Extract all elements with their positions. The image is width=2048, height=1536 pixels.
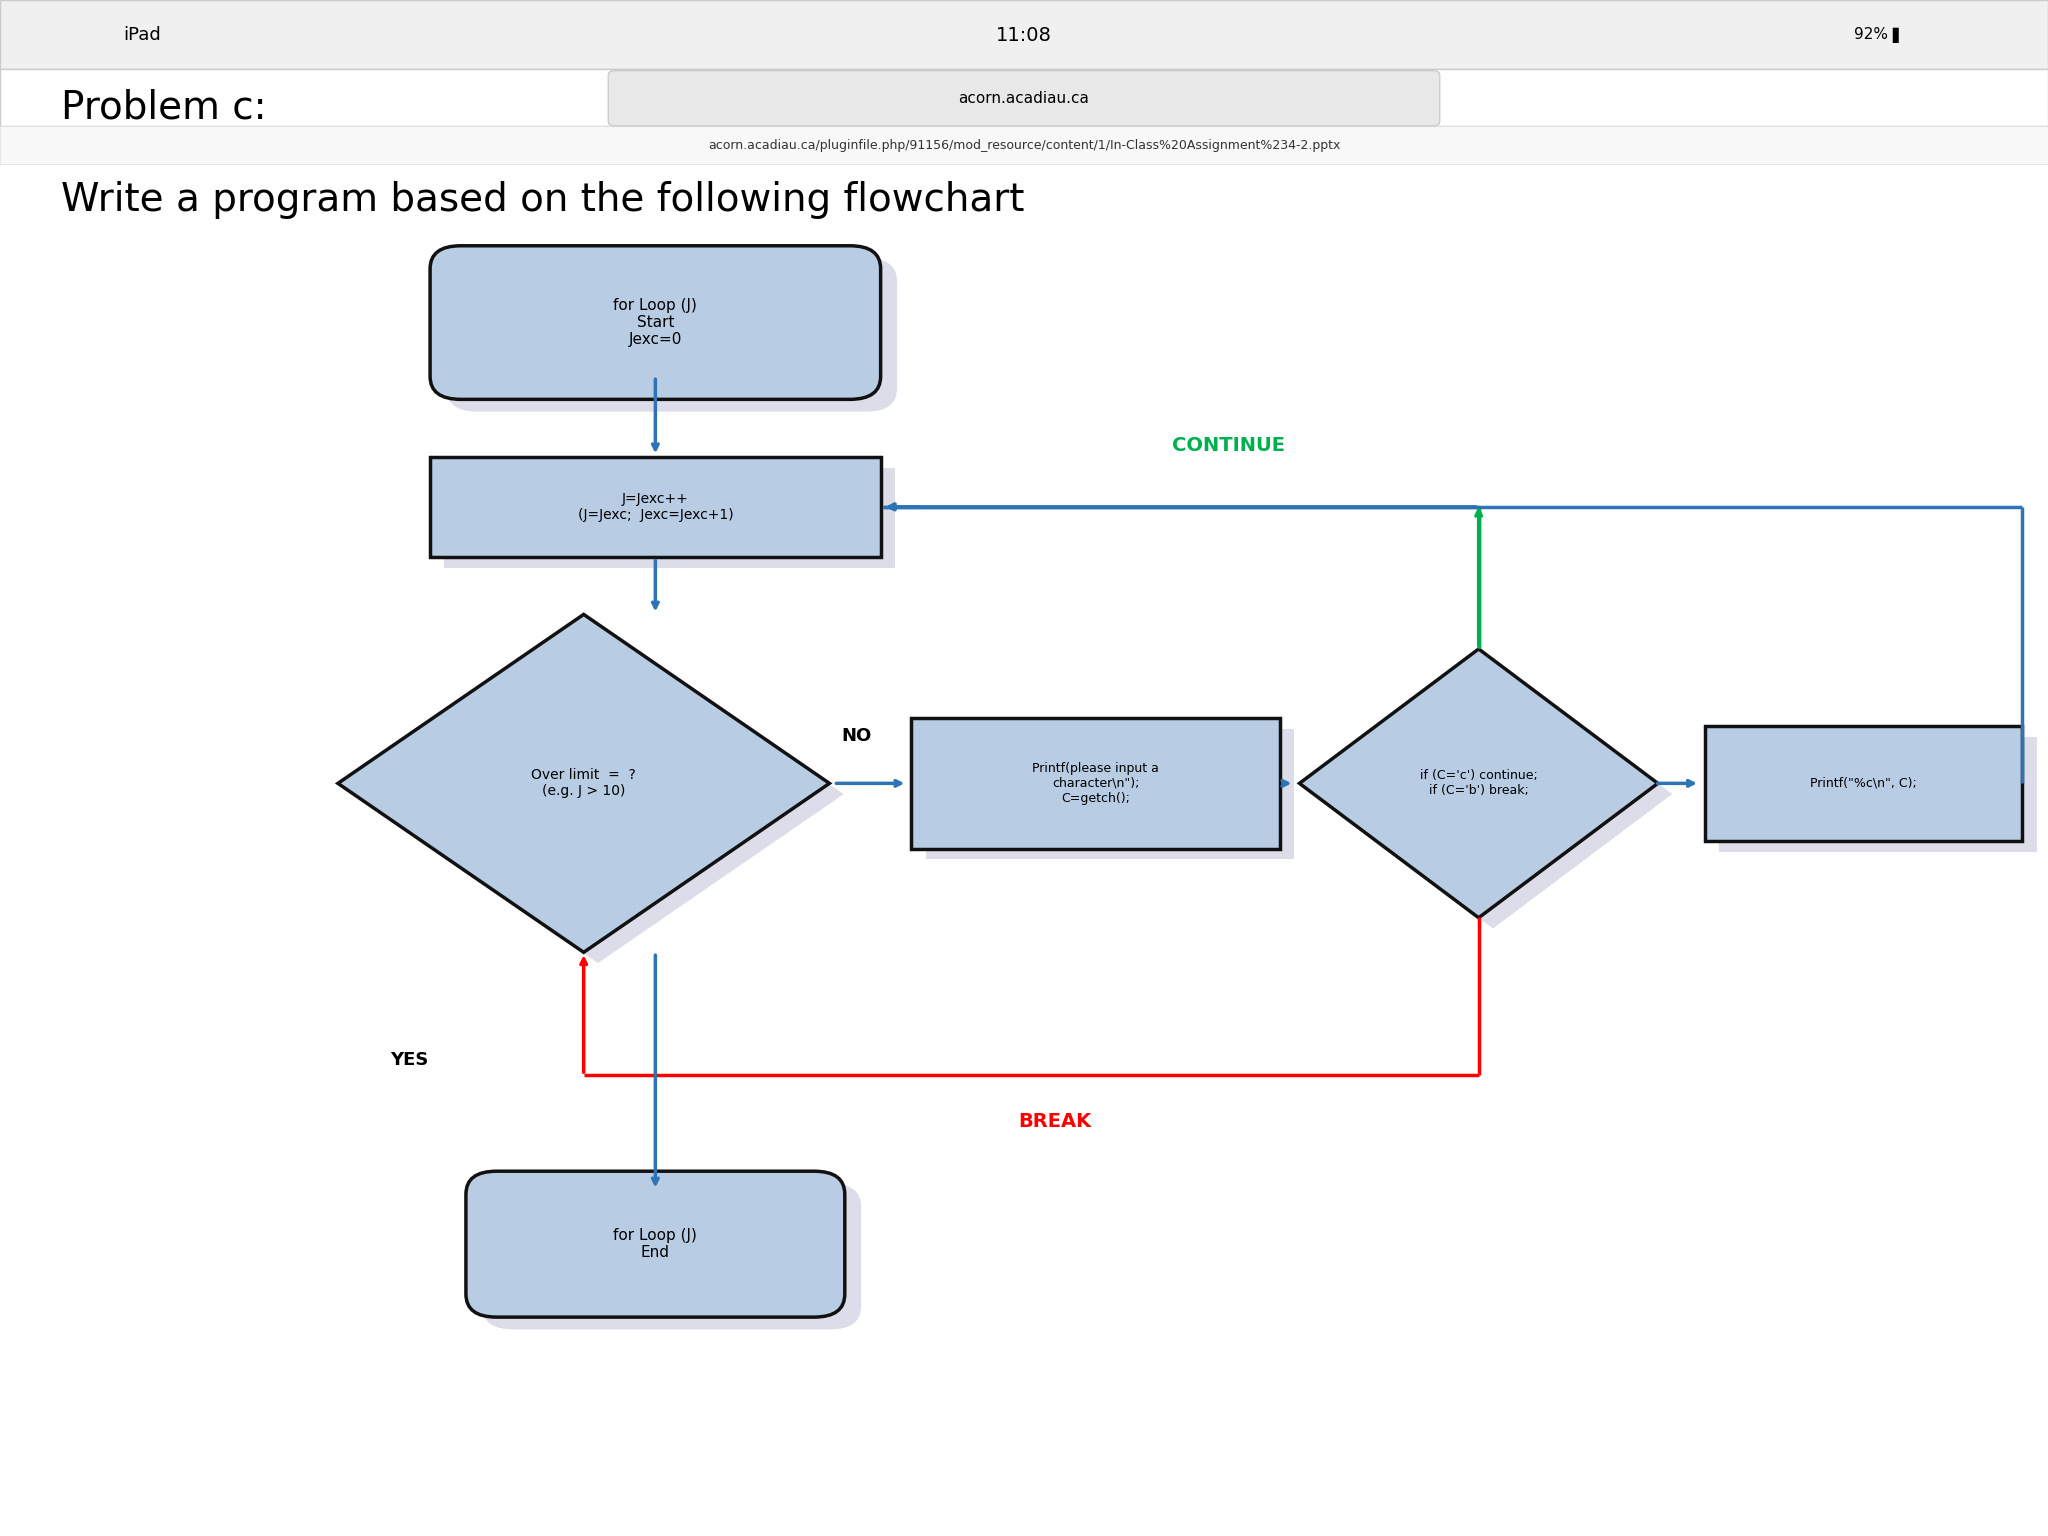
FancyBboxPatch shape bbox=[0, 0, 2048, 69]
Polygon shape bbox=[338, 614, 829, 952]
Text: if (C='c') continue;
if (C='b') break;: if (C='c') continue; if (C='b') break; bbox=[1419, 770, 1538, 797]
Polygon shape bbox=[1315, 660, 1671, 928]
FancyBboxPatch shape bbox=[911, 719, 1280, 848]
FancyBboxPatch shape bbox=[446, 258, 897, 412]
FancyBboxPatch shape bbox=[1720, 737, 2036, 851]
FancyBboxPatch shape bbox=[483, 1183, 860, 1329]
Text: CONTINUE: CONTINUE bbox=[1171, 436, 1286, 455]
Text: for Loop (J)
Start
Jexc=0: for Loop (J) Start Jexc=0 bbox=[614, 298, 696, 347]
Text: Printf(please input a
character\n");
C=getch();: Printf(please input a character\n"); C=g… bbox=[1032, 762, 1159, 805]
Polygon shape bbox=[352, 625, 844, 963]
FancyBboxPatch shape bbox=[465, 1170, 844, 1316]
FancyBboxPatch shape bbox=[0, 126, 2048, 164]
Text: Write a program based on the following flowchart: Write a program based on the following f… bbox=[61, 181, 1024, 218]
Text: 92% ▌: 92% ▌ bbox=[1853, 28, 1905, 43]
FancyBboxPatch shape bbox=[608, 71, 1440, 126]
Text: NO: NO bbox=[842, 727, 870, 745]
Text: acorn.acadiau.ca/pluginfile.php/91156/mod_resource/content/1/In-Class%20Assignme: acorn.acadiau.ca/pluginfile.php/91156/mo… bbox=[709, 140, 1339, 152]
FancyBboxPatch shape bbox=[430, 456, 881, 558]
Polygon shape bbox=[1298, 650, 1659, 919]
Text: BREAK: BREAK bbox=[1018, 1112, 1092, 1130]
Text: Over limit  =  ?
(e.g. J > 10): Over limit = ? (e.g. J > 10) bbox=[530, 768, 637, 799]
Text: iPad: iPad bbox=[123, 26, 160, 45]
Text: J=Jexc++
(J=Jexc;  Jexc=Jexc+1): J=Jexc++ (J=Jexc; Jexc=Jexc+1) bbox=[578, 492, 733, 522]
FancyBboxPatch shape bbox=[1704, 727, 2023, 842]
Text: Printf("%c\n", C);: Printf("%c\n", C); bbox=[1810, 777, 1917, 790]
FancyBboxPatch shape bbox=[444, 467, 895, 567]
FancyBboxPatch shape bbox=[926, 730, 1294, 860]
Text: 11:08: 11:08 bbox=[995, 26, 1053, 45]
Text: YES: YES bbox=[391, 1051, 428, 1069]
Text: Problem c:: Problem c: bbox=[61, 89, 266, 126]
FancyBboxPatch shape bbox=[430, 246, 881, 399]
FancyBboxPatch shape bbox=[0, 69, 2048, 126]
Text: acorn.acadiau.ca: acorn.acadiau.ca bbox=[958, 91, 1090, 106]
Text: for Loop (J)
End: for Loop (J) End bbox=[614, 1227, 696, 1261]
